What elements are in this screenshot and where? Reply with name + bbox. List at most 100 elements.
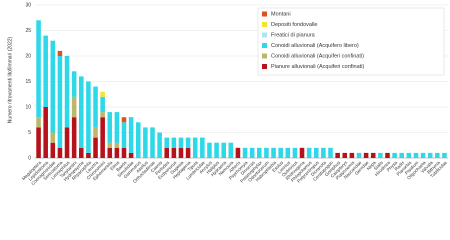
bar-segment [50,142,56,158]
legend-label: Conoidi alluvionali (Acquifero libero) [271,43,359,49]
bar-segment [363,152,369,158]
bar-segment [128,152,134,158]
legend-box [257,7,445,76]
legend-swatch [262,22,267,27]
bar-segment [185,137,191,148]
bar-segment [207,142,212,158]
y-tick-label: 15 [25,79,31,85]
bar-segment [214,142,219,158]
legend-label: Conoidi alluvionali (Acquiferi confinati… [271,53,364,59]
bar-segment [71,117,77,158]
bar-segment [321,147,326,158]
bar-segment [292,147,298,158]
legend-label: Pianure alluvionali (Acquiferi confinati… [271,64,364,70]
bar-segment [107,112,113,143]
legend-swatch [262,32,267,38]
bar-segment [164,137,170,148]
bar-segment [57,50,63,56]
bar-segment [192,137,198,158]
bar-segment [249,147,255,158]
bar-segment [36,117,41,128]
bar-segment [93,137,98,158]
bar-segment [64,56,70,128]
bar-segment [93,86,98,128]
bar-segment [242,147,248,158]
y-axis-label: Numero ritrovamenti litofilmmari (2022) [7,36,13,123]
bar-segment [114,142,120,148]
bar-segment [271,147,276,158]
bar-segment [71,71,77,97]
bar-segment [235,147,241,158]
bar-segment [185,147,191,158]
bar-segment [100,91,105,97]
bar-segment [299,147,305,158]
bar-segment [50,40,56,133]
bar-segment [86,81,91,153]
bar-segment [57,147,63,158]
bar-segment [93,127,98,138]
x-tick-label: Sialis [373,159,385,171]
bar-segment [435,152,440,158]
bar-segment [135,122,141,158]
bar-segment [392,152,397,158]
y-tick-label: 30 [25,2,31,8]
bar-segment [143,127,148,158]
bar-segment [50,132,56,143]
bar-segment [100,117,105,158]
bar-segment [228,142,234,158]
bar-segment [370,152,376,158]
bar-segment [157,132,162,158]
chart: Numero ritrovamenti litofilmmari (2022) … [7,2,448,186]
bar-segment [221,142,226,158]
legend-label: Freatici di pianura [271,32,316,38]
bar-segment [79,76,84,148]
bar-segment [313,147,319,158]
bar-segment [114,147,120,158]
bar-segment [171,137,177,148]
bar-segment [399,152,404,158]
bar-segment [264,147,269,158]
bar-segment [150,127,155,158]
bar-segment [200,137,205,158]
legend-label: Montani [271,11,291,17]
bar-segment [442,152,447,158]
bar-segment [71,96,77,118]
bar-segment [306,147,312,158]
legend-swatch [262,43,267,48]
bar-segment [57,56,63,148]
bar-segment [100,96,105,113]
bar-segment [406,152,412,158]
bar-segment [107,147,113,158]
y-tick-label: 0 [28,155,31,161]
bar-segment [427,152,433,158]
legend-swatch [262,11,267,17]
y-tick-label: 20 [25,53,31,59]
bar-segment [43,107,48,158]
bar-segment [349,152,355,158]
bar-segment [128,117,134,153]
bar-segment [385,152,390,158]
bar-segment [121,117,127,123]
bar-segment [178,147,184,158]
x-tick-label: Elmis [109,159,121,171]
bar-segment [257,147,262,158]
bar-segment [278,147,283,158]
bar-segment [178,137,184,148]
bar-segment [335,152,340,158]
bar-segment [356,152,362,158]
legend-swatch [262,64,267,69]
bar-segment [378,152,383,158]
legend-label: Depositi fondovalle [271,22,317,28]
bar-segment [342,152,348,158]
bar-segment [121,122,127,148]
bar-segment [100,112,105,118]
bar-segment [36,20,41,118]
bar-segment [420,152,426,158]
bar-segment [164,147,170,158]
bar-segment [413,152,419,158]
bar-segment [43,35,48,107]
y-tick-label: 25 [25,28,31,34]
bar-segment [86,152,91,158]
bar-segment [79,147,84,158]
y-tick-label: 5 [28,130,31,136]
